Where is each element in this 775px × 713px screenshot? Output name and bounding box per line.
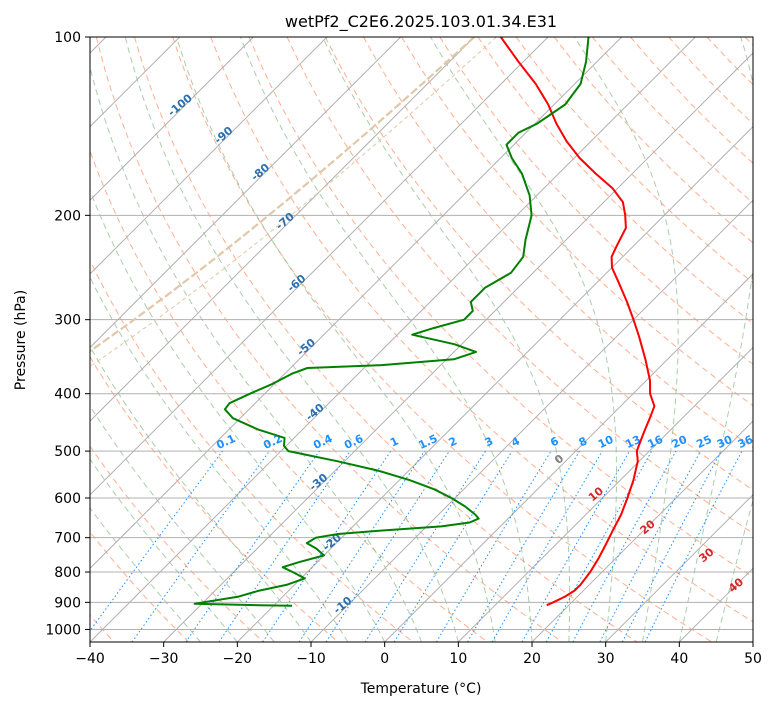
x-tick-label: −10 <box>296 651 326 667</box>
isotherm-line <box>0 37 474 642</box>
x-tick-label: 20 <box>523 651 541 667</box>
mixing-ratio-line <box>600 451 701 642</box>
plot-frame <box>90 37 753 642</box>
mixing-ratio-label: 16 <box>646 433 666 451</box>
mixing-ratio-label: 3 <box>483 434 495 449</box>
moist-adiabat-label: 0 <box>552 452 566 467</box>
dgz-boundary-line <box>0 37 496 642</box>
mixing-ratio-label: 1.5 <box>416 432 439 452</box>
moist-adiabat-line <box>0 37 274 642</box>
x-tick-label: 0 <box>380 651 389 667</box>
isotherm-line <box>0 37 253 642</box>
y-tick-label: 200 <box>54 208 81 224</box>
dry-adiabat-label: -10 <box>331 594 355 617</box>
dry-adiabat-label: -100 <box>165 91 195 119</box>
mixing-ratio-label: 1 <box>388 434 400 449</box>
moist-adiabat-line <box>716 37 775 642</box>
isotherm-line <box>90 37 695 642</box>
moist-adiabat-line <box>0 37 311 642</box>
x-tick-label: 50 <box>744 651 762 667</box>
moist-adiabat-line <box>125 37 458 642</box>
x-tick-label: 40 <box>670 651 688 667</box>
y-tick-label: 100 <box>54 30 81 46</box>
mixing-ratio-label: 25 <box>694 433 713 451</box>
dry-adiabat-line <box>554 37 775 642</box>
dry-adiabat-line <box>707 37 775 642</box>
x-axis-title: Temperature (°C) <box>360 681 482 697</box>
dry-adiabat-line <box>135 37 638 642</box>
dry-adiabat-line <box>58 37 487 642</box>
y-axis-title: Pressure (hPa) <box>13 290 29 390</box>
x-tick-label: −20 <box>223 651 253 667</box>
moist-adiabat-line <box>574 37 678 642</box>
isotherm-line <box>0 37 401 642</box>
y-tick-label: 900 <box>54 595 81 611</box>
mixing-ratio-line <box>326 451 449 642</box>
chart-title: wetPf2_C2E6.2025.103.01.34.E31 <box>285 12 557 32</box>
x-tick-label: −30 <box>149 651 179 667</box>
mixing-ratio-label: 0.6 <box>342 432 365 452</box>
y-tick-label: 600 <box>54 491 81 507</box>
moist-adiabat-label: 20 <box>638 517 658 537</box>
dry-adiabat-label: -80 <box>249 161 273 184</box>
dry-adiabat-line <box>592 37 775 642</box>
dry-adiabat-label: -50 <box>294 336 318 359</box>
mixing-ratio-label: 30 <box>715 433 735 451</box>
mixing-ratio-label: 0.1 <box>214 432 237 452</box>
y-tick-label: 800 <box>54 565 81 581</box>
moist-adiabat-line <box>0 37 200 642</box>
isotherm-line <box>753 37 775 642</box>
dgz-boundary-line <box>0 37 474 642</box>
mixing-ratio-line <box>365 451 485 642</box>
moist-adiabat-line <box>679 37 760 642</box>
dry-adiabat-line <box>669 37 775 642</box>
y-tick-label: 500 <box>54 444 81 460</box>
x-tick-label: 10 <box>449 651 467 667</box>
mixing-ratio-label: 0.4 <box>311 432 334 452</box>
y-tick-label: 700 <box>54 531 81 547</box>
mixing-ratio-line <box>82 451 223 642</box>
dry-adiabat-line <box>745 37 775 642</box>
mixing-ratio-label: 2 <box>447 434 459 449</box>
y-tick-label: 1000 <box>45 622 81 638</box>
isotherm-line <box>679 37 775 642</box>
moist-adiabat-line <box>241 37 533 642</box>
dry-adiabat-line <box>173 37 712 642</box>
mixing-ratio-line <box>436 451 551 642</box>
y-tick-label: 300 <box>54 313 81 329</box>
dry-adiabat-label: -60 <box>285 272 309 295</box>
moist-adiabat-line <box>431 37 617 642</box>
x-tick-label: 30 <box>597 651 615 667</box>
moist-adiabat-label: 10 <box>586 484 606 504</box>
moist-adiabat-line <box>0 37 237 642</box>
moist-adiabat-line <box>17 37 348 642</box>
mixing-ratio-label: 8 <box>577 434 589 449</box>
dry-adiabat-line <box>20 37 413 642</box>
mixing-ratio-line <box>468 451 580 642</box>
mixing-ratio-label: 20 <box>670 433 690 451</box>
isotherm-line <box>458 37 775 642</box>
dry-adiabat-label: -30 <box>307 471 331 494</box>
mixing-ratio-line <box>573 451 676 642</box>
y-tick-label: 400 <box>54 387 81 403</box>
dry-adiabat-line <box>478 37 775 642</box>
dry-adiabat-line <box>0 37 338 642</box>
dewpoint-profile-line <box>195 37 589 606</box>
isotherm-line <box>0 37 327 642</box>
x-tick-label: −40 <box>75 651 105 667</box>
mixing-ratio-label: 10 <box>596 433 616 451</box>
moist-adiabat-line <box>323 37 570 642</box>
